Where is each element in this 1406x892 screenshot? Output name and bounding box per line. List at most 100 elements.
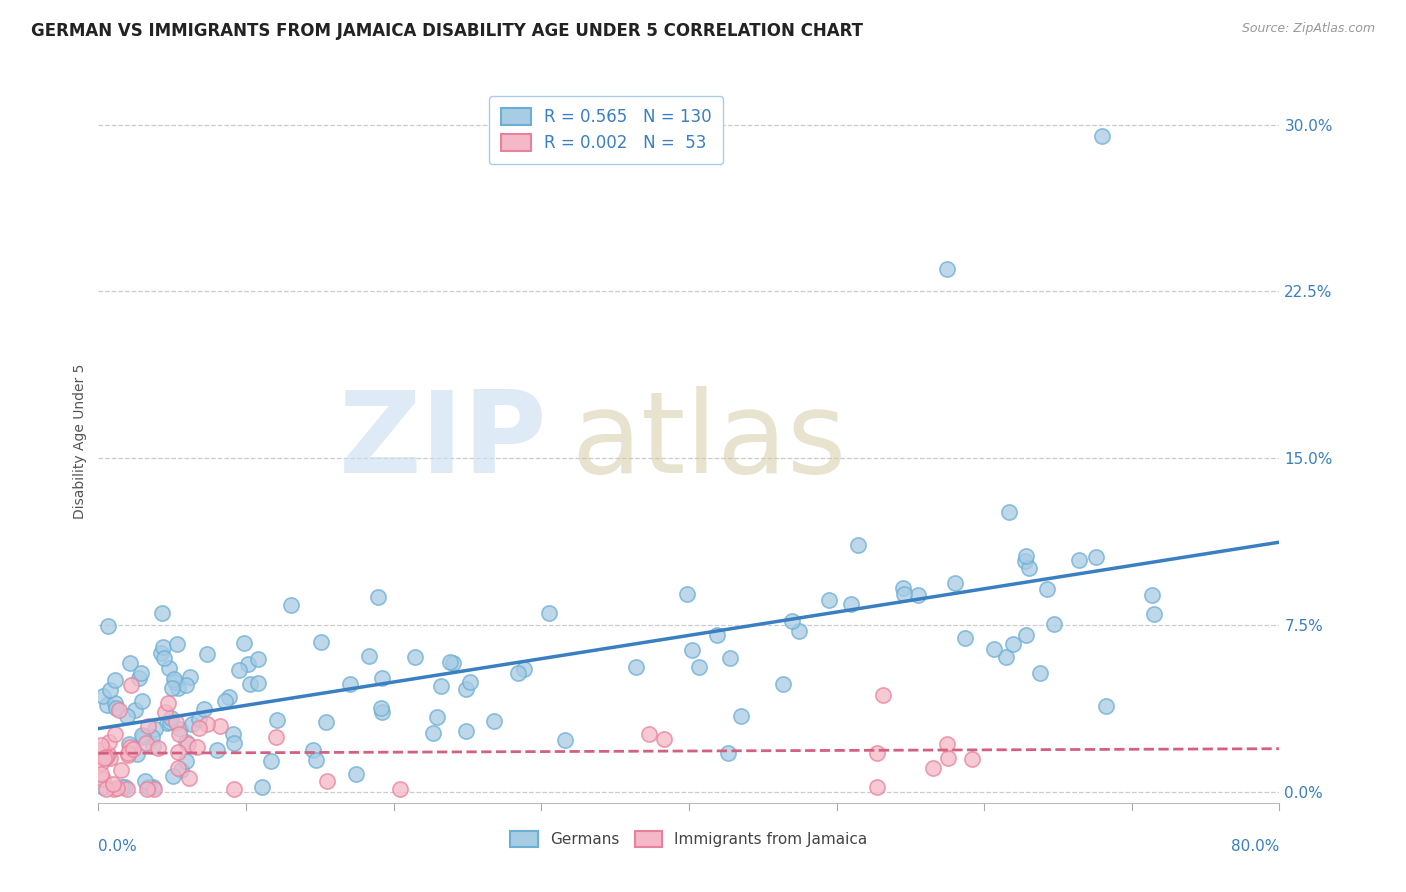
Point [120, 656, 142, 670]
Point [166, 745, 188, 759]
Point [141, 730, 163, 744]
Point [148, 741, 170, 756]
Point [730, 708, 752, 723]
Point [115, 782, 138, 797]
Point [131, 728, 153, 742]
Point [118, 740, 141, 755]
Point [1018, 560, 1040, 574]
Point [1094, 698, 1116, 713]
Point [188, 721, 211, 735]
Text: Source: ZipAtlas.com: Source: ZipAtlas.com [1241, 22, 1375, 36]
Point [139, 780, 162, 795]
Point [193, 702, 215, 716]
Point [370, 701, 392, 715]
Point [367, 591, 389, 605]
Point [169, 763, 191, 777]
Point [103, 777, 125, 791]
Point [264, 730, 287, 744]
Point [554, 732, 576, 747]
Point [153, 705, 176, 719]
Point [97, 619, 120, 633]
Point [688, 660, 710, 674]
Point [681, 643, 703, 657]
Point [162, 769, 184, 783]
Point [1042, 617, 1064, 632]
Point [772, 676, 794, 690]
Point [404, 649, 426, 664]
Point [484, 714, 506, 729]
Point [865, 780, 887, 794]
Point [186, 739, 208, 754]
Point [98, 682, 121, 697]
Point [125, 747, 148, 761]
Point [846, 538, 869, 552]
Point [718, 650, 741, 665]
Point [131, 694, 153, 708]
Point [302, 743, 325, 757]
Point [907, 588, 929, 602]
Point [247, 676, 270, 690]
Point [441, 656, 464, 670]
Point [94, 749, 117, 764]
Point [207, 743, 229, 757]
Point [371, 672, 394, 686]
Point [309, 635, 332, 649]
Point [91, 780, 114, 795]
Point [456, 682, 478, 697]
Point [922, 761, 945, 775]
Point [165, 674, 187, 689]
Point [160, 681, 183, 695]
Point [1084, 549, 1107, 564]
Point [129, 666, 152, 681]
Point [165, 714, 187, 729]
Point [142, 739, 165, 753]
Point [195, 648, 218, 662]
Point [839, 598, 862, 612]
Point [152, 640, 174, 654]
Point [122, 741, 145, 756]
Point [169, 722, 191, 736]
Y-axis label: Disability Age Under 5: Disability Age Under 5 [73, 364, 87, 519]
Point [389, 782, 412, 797]
Point [370, 705, 392, 719]
Point [91, 772, 114, 786]
Point [120, 677, 142, 691]
Point [233, 636, 256, 650]
Point [90, 767, 112, 781]
Point [91, 742, 114, 756]
Point [872, 688, 894, 702]
Legend: Germans, Immigrants from Jamaica: Germans, Immigrants from Jamaica [505, 825, 873, 853]
Point [222, 782, 245, 797]
Point [422, 726, 444, 740]
Point [187, 712, 209, 726]
Point [93, 750, 115, 764]
Point [1067, 553, 1090, 567]
Point [247, 652, 270, 666]
Point [339, 676, 361, 690]
Point [104, 700, 127, 714]
Point [134, 773, 156, 788]
Point [430, 679, 453, 693]
Point [1001, 637, 1024, 651]
Point [174, 735, 197, 749]
Point [167, 681, 190, 695]
Point [98, 735, 121, 749]
Point [179, 771, 201, 785]
Point [166, 637, 188, 651]
Point [305, 753, 328, 767]
Point [983, 642, 1005, 657]
Point [1014, 553, 1036, 567]
Point [159, 715, 181, 730]
Point [717, 747, 740, 761]
Point [128, 672, 150, 686]
Point [104, 696, 127, 710]
Point [426, 710, 449, 724]
Point [94, 782, 117, 797]
Point [1143, 607, 1166, 621]
Point [960, 752, 983, 766]
Point [218, 690, 240, 704]
Point [893, 581, 915, 595]
Point [97, 747, 120, 761]
Text: 0.0%: 0.0% [98, 838, 138, 854]
Point [893, 587, 915, 601]
